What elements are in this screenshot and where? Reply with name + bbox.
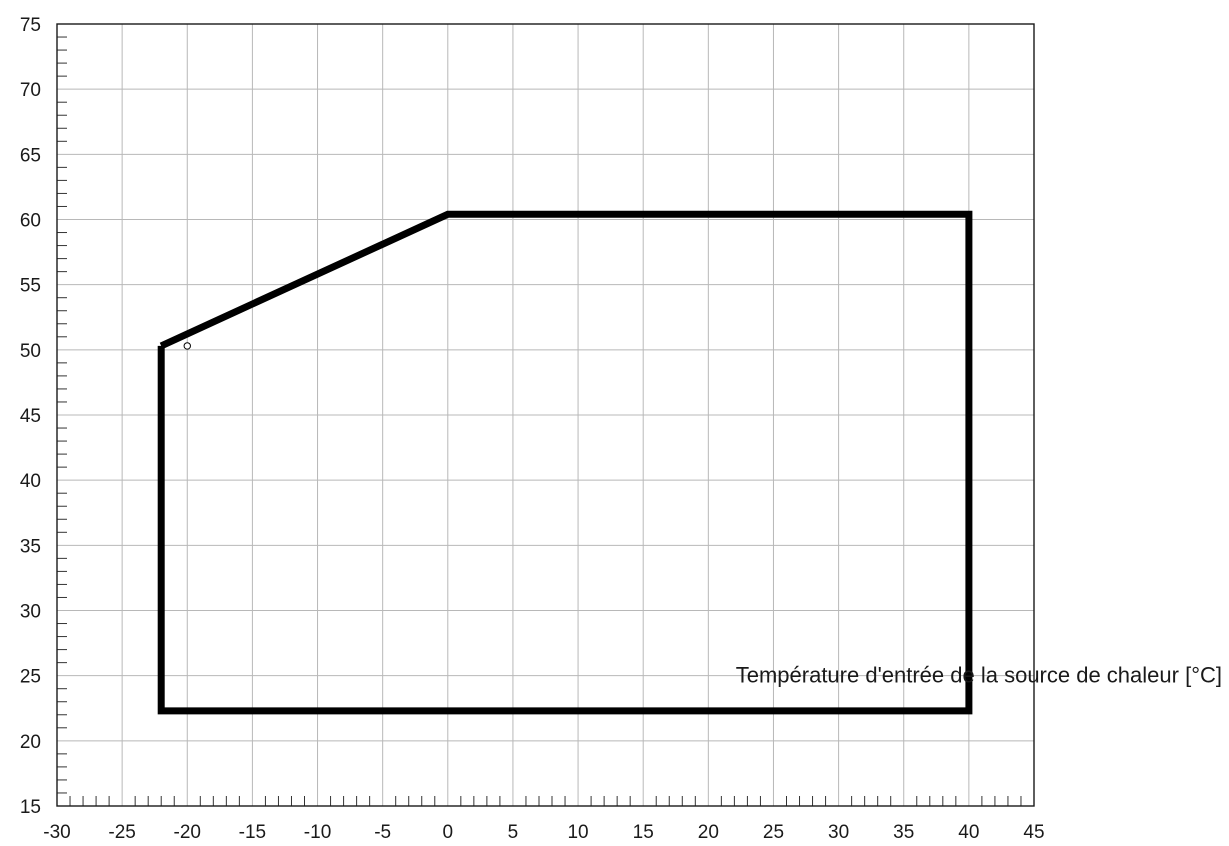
y-tick-label: 15 [20,797,41,818]
x-tick-label: -20 [174,822,201,843]
x-tick-label: 25 [763,822,784,843]
x-tick-labels: -30 -25 -20 -15 -10 -5 0 5 10 15 20 25 30 35 40 45 [43,822,1044,843]
plot-frame [56,23,1035,807]
x-tick-label: 15 [633,822,654,843]
x-tick-label: 5 [508,822,519,843]
x-tick-label: -5 [374,822,391,843]
y-tick-label: 65 [20,145,41,166]
x-tick-label: 0 [443,822,454,843]
y-tick-label: 70 [20,80,41,101]
x-tick-label: 10 [567,822,588,843]
x-tick-label: -30 [43,822,70,843]
x-tick-label: -25 [108,822,135,843]
y-tick-label: 30 [20,602,41,623]
y-tick-label: 40 [20,471,41,492]
y-tick-label: 20 [20,732,41,753]
x-tick-label: -10 [304,822,331,843]
y-tick-labels: 15 20 25 30 35 40 45 50 55 60 65 70 75 [20,15,41,818]
y-tick-label: 45 [20,406,41,427]
x-tick-label: 35 [893,822,914,843]
y-tick-label: 35 [20,536,41,557]
y-tick-label: 25 [20,667,41,688]
series [157,210,973,715]
x-tick-label: 20 [698,822,719,843]
y-tick-label: 60 [20,211,41,232]
y-tick-label: 75 [20,15,41,36]
x-axis-label: Température d'entrée de la source de cha… [736,663,1222,688]
x-tick-label: 40 [958,822,979,843]
envelope-line [157,210,973,715]
x-tick-label: 45 [1023,822,1044,843]
y-tick-label: 50 [20,341,41,362]
x-tick-label: 30 [828,822,849,843]
minor-ticks [57,36,1022,806]
data-point-marker [183,342,191,350]
y-tick-label: 55 [20,276,41,297]
grid [57,24,1034,806]
x-tick-label: -15 [239,822,266,843]
